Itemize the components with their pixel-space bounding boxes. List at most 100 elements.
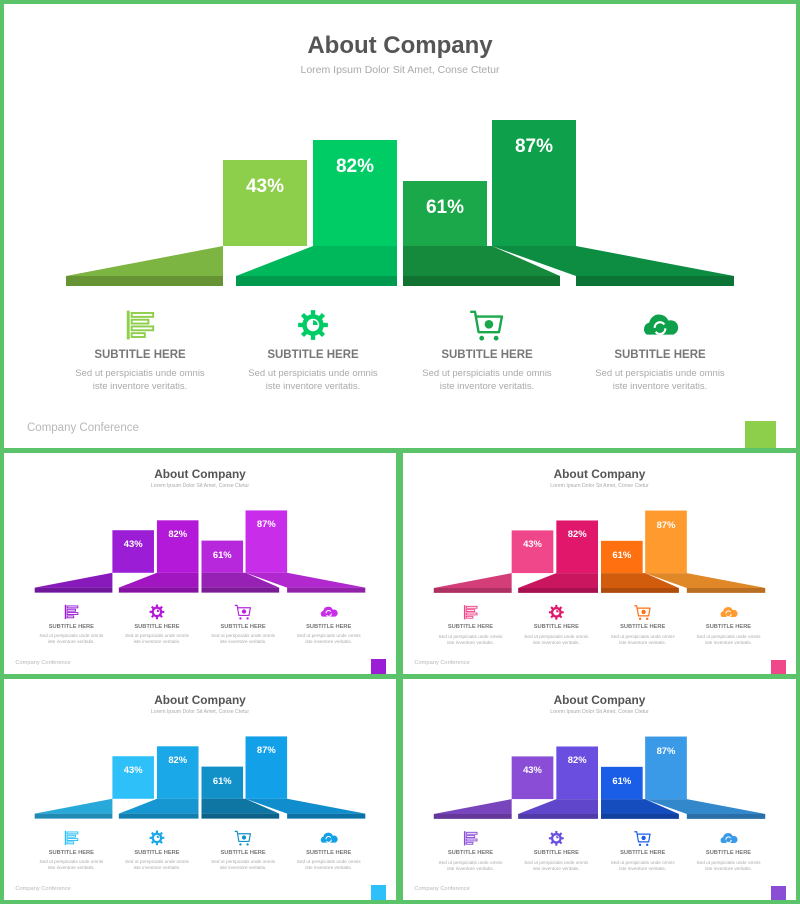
slide-title: About Company [553,692,646,707]
bar-value-label: 61% [212,548,232,560]
bar-illustration [34,736,366,846]
bar-1 [511,756,554,800]
floor-plane [686,587,766,593]
feature-subtitle: SUBTITLE HERE [620,624,666,631]
feature-subtitle: SUBTITLE HERE [220,623,266,630]
feature-subtitle: SUBTITLE HERE [94,349,186,361]
feature-description: Sed ut perspiciatis unde omnis iste inve… [696,633,761,645]
accent-square [745,421,776,448]
gear-icon [548,830,564,846]
feature-subtitle: SUBTITLE HERE [306,623,352,630]
feature-description: Sed ut perspiciatis unde omnis iste inve… [524,859,589,871]
bar-value-label: 82% [335,156,375,177]
bar-2 [556,520,599,574]
feature-description: Sed ut perspiciatis unde omnis iste inve… [39,859,104,871]
cart-icon [234,604,252,620]
floor-plane [201,798,280,814]
slide-subtitle: Lorem Ipsum Dolor Sit Amet, Conse Ctetur [300,64,500,76]
feature-description: Sed ut perspiciatis unde omnis iste inve… [211,859,275,871]
floor-plane [492,246,734,276]
bar-1 [223,160,307,246]
bar-illustration [433,736,766,847]
feature-subtitle: SUBTITLE HERE [134,623,180,630]
floor-plane [433,587,512,593]
slide-green: About Company Lorem Ipsum Dolor Sit Amet,… [4,4,796,448]
floor-plane [118,572,199,588]
feature-subtitle: SUBTITLE HERE [705,624,752,631]
footer-text: Company Conference [27,422,139,434]
floor-plane [518,573,599,588]
floor-plane [66,276,223,286]
bar-4 [645,510,687,574]
floor-plane [66,246,223,276]
floor-plane [287,813,366,819]
cloud-sync-icon [644,314,679,336]
feature-subtitle: SUBTITLE HERE [533,624,579,631]
accent-square [770,885,787,900]
bar-3 [201,766,244,799]
slide-violet: About Company Lorem Ipsum Dolor Sit Amet,… [403,679,796,900]
floor-plane [645,573,766,588]
feature-subtitle: SUBTITLE HERE [48,623,94,630]
feature-subtitle: SUBTITLE HERE [220,849,266,856]
slide-subtitle: Lorem Ipsum Dolor Sit Amet, Conse Ctetur [550,482,649,489]
footer-text: Company Conference [414,886,470,893]
bar-illustration [66,120,734,341]
bar-value-label: 43% [123,764,143,776]
accent-square [770,659,787,674]
cart-icon [234,830,252,846]
accent-square [370,659,387,674]
feature-description: Sed ut perspiciatis unde omnis iste inve… [438,859,503,871]
floor-plane [403,276,560,286]
gear-icon [548,604,564,620]
bar-3 [600,540,643,574]
list-icon [64,604,79,620]
bar-1 [112,530,154,573]
floor-plane [600,573,679,588]
footer-text: Company Conference [15,885,71,892]
floor-plane [201,572,280,588]
feature-subtitle: SUBTITLE HERE [134,849,180,856]
bar-1 [112,756,154,799]
floor-plane [236,246,397,276]
feature-description: Sed ut perspiciatis unde omnis iste inve… [296,633,361,645]
cart-icon [470,310,504,341]
list-icon [126,310,155,340]
bar-value-label: 87% [656,744,676,756]
bar-4 [645,736,687,800]
list-icon [463,831,478,846]
bar-value-label: 87% [256,518,276,530]
bar-value-label: 43% [123,538,143,550]
bar-value-label: 61% [212,774,232,786]
feature-description: Sed ut perspiciatis unde omnis iste inve… [696,859,761,871]
cart-icon [634,605,651,621]
feature-description: Sed ut perspiciatis unde omnis iste inve… [211,633,275,645]
floor-plane [245,572,366,588]
feature-description: Sed ut perspiciatis unde omnis iste inve… [248,368,378,392]
floor-plane [645,799,766,814]
gear-icon [149,830,165,846]
floor-plane [433,799,512,814]
floor-plane [118,587,199,593]
bar-value-label: 87% [256,744,276,756]
feature-description: Sed ut perspiciatis unde omnis iste inve… [610,633,675,645]
bar-value-label: 82% [168,528,188,540]
bar-2 [156,746,199,799]
bar-2 [313,140,397,246]
bar-value-label: 61% [612,548,632,560]
floor-plane [34,587,113,593]
floor-plane [287,587,366,593]
footer-text: Company Conference [15,659,71,666]
cloud-sync-icon [720,833,738,844]
feature-description: Sed ut perspiciatis unde omnis iste inve… [422,368,552,392]
slide-subtitle: Lorem Ipsum Dolor Sit Amet, Conse Ctetur [550,708,649,715]
feature-subtitle: SUBTITLE HERE [705,850,752,857]
floor-plane [34,798,113,814]
floor-plane [118,813,199,819]
floor-plane [600,587,679,593]
feature-subtitle: SUBTITLE HERE [306,849,352,856]
slide-title: About Company [154,692,246,707]
feature-description: Sed ut perspiciatis unde omnis iste inve… [125,859,189,871]
bar-value-label: 82% [567,754,587,766]
slide-subtitle: Lorem Ipsum Dolor Sit Amet, Conse Ctetur [150,482,250,489]
